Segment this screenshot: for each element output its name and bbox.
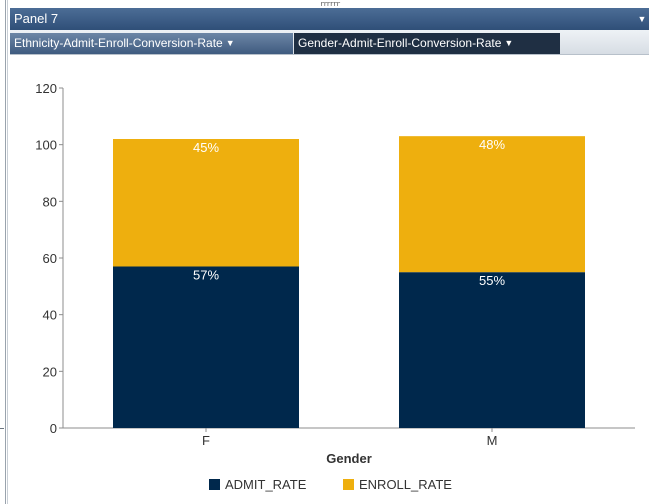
tab-label: Gender-Admit-Enroll-Conversion-Rate	[298, 36, 502, 50]
gutter-line	[5, 0, 6, 504]
panel-header: Panel 7 ▼	[10, 8, 649, 30]
tab-ethnicity-conversion[interactable]: Ethnicity-Admit-Enroll-Conversion-Rate ▼	[10, 33, 293, 54]
x-tick-label: M	[487, 433, 498, 448]
tab-strip: Ethnicity-Admit-Enroll-Conversion-Rate ▼ …	[10, 30, 649, 55]
legend-swatch-enroll-rate	[343, 479, 354, 490]
bar-admit-rate-m	[399, 272, 585, 428]
y-tick-label: 80	[43, 194, 57, 209]
legend-label-enroll-rate: ENROLL_RATE	[359, 477, 452, 492]
y-tick-label: 0	[50, 421, 57, 436]
data-label: 55%	[479, 273, 505, 288]
bar-enroll-rate-m	[399, 136, 585, 273]
y-tick-label: 100	[35, 138, 57, 153]
panel-title: Panel 7	[14, 11, 59, 26]
panel-menu-icon[interactable]: ▼	[637, 14, 647, 24]
bar-enroll-rate-f	[113, 139, 299, 267]
legend-label-admit-rate: ADMIT_RATE	[225, 477, 307, 492]
left-gutter	[0, 0, 10, 504]
gutter-tick	[0, 428, 4, 429]
bar-admit-rate-f	[113, 266, 299, 428]
chevron-down-icon[interactable]: ▼	[225, 38, 235, 48]
y-tick-label: 60	[43, 251, 57, 266]
y-tick-label: 120	[35, 81, 57, 96]
data-label: 45%	[193, 140, 219, 155]
legend-swatch-admit-rate	[209, 479, 220, 490]
tab-gender-conversion[interactable]: Gender-Admit-Enroll-Conversion-Rate ▼	[294, 33, 560, 54]
chevron-down-icon[interactable]: ▼	[504, 38, 514, 48]
data-label: 48%	[479, 137, 505, 152]
y-tick-label: 20	[43, 364, 57, 379]
x-tick-label: F	[202, 433, 210, 448]
x-axis-title: Gender	[326, 451, 372, 466]
stacked-bar-chart: 0 20 40 60 80 100 120 57% 45% F 55% 48% M Gender ADMIT…	[35, 81, 635, 492]
data-label: 57%	[193, 268, 219, 283]
gutter-line	[7, 0, 8, 504]
tab-label: Ethnicity-Admit-Enroll-Conversion-Rate	[14, 36, 223, 50]
y-tick-label: 40	[43, 308, 57, 323]
top-resize-marker[interactable]: rrrrrr	[320, 0, 340, 8]
